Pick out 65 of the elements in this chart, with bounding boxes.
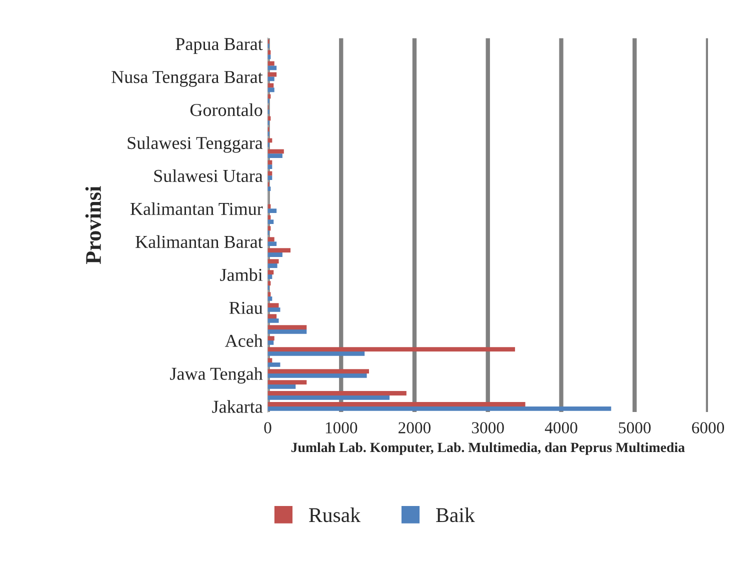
bar: [268, 270, 274, 275]
bar: [268, 61, 274, 66]
y-tick-label: Jawa Tengah: [170, 367, 263, 384]
x-tick-label: 4000: [544, 422, 578, 434]
legend-label: Baik: [436, 507, 475, 522]
bar: [268, 252, 282, 257]
y-tick-label: Jambi: [220, 268, 263, 281]
x-tick-label: 0: [264, 422, 272, 434]
y-tick-label: Sulawesi Utara: [154, 169, 263, 182]
bar: [268, 220, 274, 224]
bar: [268, 164, 272, 170]
bar: [268, 406, 612, 411]
x-tick-label: 5000: [618, 422, 651, 434]
x-tick-label: 1000: [326, 422, 358, 434]
bar: [268, 395, 390, 400]
bar: [268, 208, 277, 213]
x-tick-label: 2000: [398, 422, 431, 434]
bar: [268, 373, 367, 378]
bar: [268, 308, 280, 312]
bar: [268, 274, 272, 279]
x-axis-title: Jumlah Lab. Komputer, Lab. Multimedia, dan Peprus Multimedia: [291, 442, 685, 455]
y-tick-label: Aceh: [224, 334, 263, 347]
y-tick-label: Kalimantan Barat: [136, 235, 263, 248]
bar: [268, 248, 290, 253]
y-tick-label: Nusa Tenggara Barat: [112, 71, 263, 87]
bar: [268, 88, 274, 92]
bar: [268, 380, 307, 384]
bar: [268, 154, 282, 158]
bar: [268, 138, 272, 143]
bar: [268, 351, 365, 356]
bar: [268, 296, 272, 301]
y-tick-label: Jakarta: [212, 400, 263, 413]
bar: [268, 237, 274, 242]
bar: [268, 330, 307, 334]
bar: [268, 402, 526, 406]
bar: [268, 160, 272, 165]
bar: [268, 325, 307, 330]
bar: [268, 171, 272, 176]
bar: [268, 242, 277, 246]
bar: [268, 362, 280, 367]
bar: [268, 318, 279, 323]
bar: [268, 336, 274, 340]
bar: [268, 76, 274, 82]
bar: [268, 149, 284, 154]
y-tick-label: Papua Barat: [176, 38, 263, 54]
y-axis-title: Provinsi: [85, 186, 101, 264]
bar: [268, 259, 279, 264]
bar: [268, 176, 272, 180]
bar: [268, 384, 296, 389]
bar: [268, 314, 277, 319]
y-tick-label: Riau: [229, 302, 263, 314]
x-tick-label: 3000: [472, 422, 504, 434]
legend-label: Rusak: [309, 507, 361, 522]
bar: [268, 66, 277, 70]
bar: [268, 369, 370, 374]
bar: [268, 358, 272, 362]
x-tick-label: 6000: [692, 422, 724, 434]
bar: [268, 303, 279, 308]
y-tick-label: Sulawesi Tenggara: [128, 136, 263, 153]
y-tick-label: Kalimantan Timur: [130, 202, 263, 216]
bar: [268, 391, 406, 396]
bar: [268, 347, 516, 352]
y-tick-label: Gorontalo: [190, 103, 262, 116]
bar: [268, 340, 274, 345]
bar: [268, 264, 278, 268]
